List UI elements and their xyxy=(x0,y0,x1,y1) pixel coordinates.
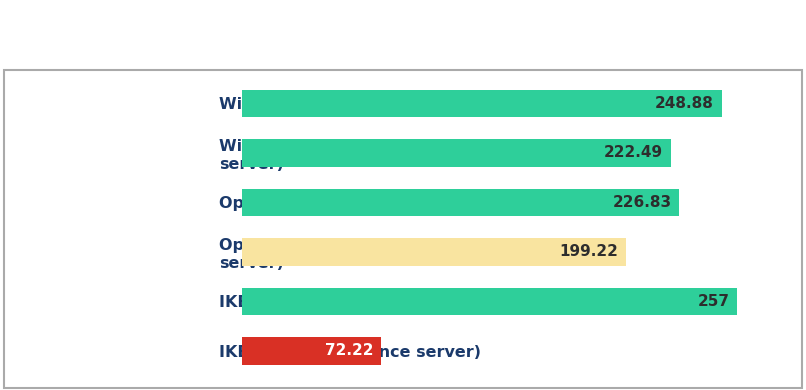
Bar xyxy=(242,90,722,117)
Bar xyxy=(242,238,626,266)
Bar xyxy=(242,337,381,365)
Text: WireGuard oli johdonmukaisesti nopein protokolla: WireGuard oli johdonmukaisesti nopein pr… xyxy=(68,22,738,46)
Text: 199.22: 199.22 xyxy=(559,245,618,259)
Text: 72.22: 72.22 xyxy=(325,344,373,358)
Text: 226.83: 226.83 xyxy=(613,195,671,210)
Bar xyxy=(242,189,679,216)
Text: 257: 257 xyxy=(698,294,729,309)
Text: 222.49: 222.49 xyxy=(604,145,663,160)
Bar xyxy=(242,139,671,167)
Text: 248.88: 248.88 xyxy=(655,96,714,111)
Bar xyxy=(242,288,737,315)
